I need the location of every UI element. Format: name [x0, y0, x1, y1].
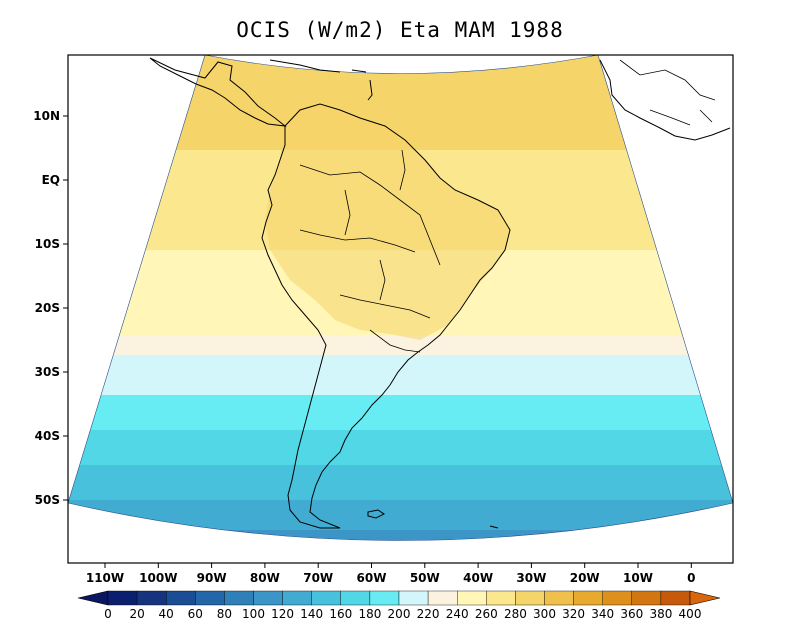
colorbar-label: 280 [504, 607, 527, 618]
colorbar-label: 100 [242, 607, 265, 618]
colorbar-label: 400 [679, 607, 702, 618]
domain-boundary [67, 54, 734, 541]
colorbar-swatch [282, 590, 312, 606]
colorbar-under-arrow [77, 590, 109, 606]
colorbar-label: 20 [129, 607, 144, 618]
colorbar-label: 0 [104, 607, 112, 618]
lon-tick-label: 10W [623, 571, 653, 585]
colorbar-label: 320 [562, 607, 585, 618]
lon-tick-label: 0 [687, 571, 695, 585]
colorbar: 0 20 40 60 80 100 120 140 160 180 200 220 240 260 280 3… [77, 590, 721, 618]
colorbar-swatch [369, 590, 400, 606]
lat-tick-label: 20S [35, 301, 60, 315]
colorbar-swatch [660, 590, 691, 606]
colorbar-swatch [165, 590, 196, 606]
data-band [68, 500, 733, 530]
colorbar-swatch [602, 590, 633, 606]
lon-tick-label: 20W [570, 571, 600, 585]
colorbar-swatch [544, 590, 574, 606]
lat-tick-label: 40S [35, 429, 60, 443]
lon-tick-label: 80W [250, 571, 280, 585]
colorbar-over-arrow [689, 590, 721, 606]
colorbar-label: 380 [649, 607, 672, 618]
colorbar-swatch [457, 590, 487, 606]
colorbar-swatch [573, 590, 603, 606]
colorbar-label: 160 [329, 607, 352, 618]
colorbar-label: 40 [159, 607, 174, 618]
south-america-coast [261, 103, 511, 529]
colorbar-label: 300 [533, 607, 556, 618]
country-borders [299, 149, 441, 353]
colorbar-swatch [253, 590, 283, 606]
data-band [68, 355, 733, 395]
colorbar-label: 360 [620, 607, 643, 618]
plot-frame [67, 54, 734, 564]
colorbar-label: 340 [591, 607, 614, 618]
data-band [68, 530, 733, 541]
colorbar-swatch [224, 590, 254, 606]
colorbar-label: 220 [417, 607, 440, 618]
africa-borders [619, 59, 716, 126]
data-band [68, 335, 733, 355]
data-band [68, 430, 733, 465]
colorbar-swatch [398, 590, 429, 606]
colorbar-label: 240 [446, 607, 469, 618]
lon-tick-label: 40W [463, 571, 493, 585]
lon-tick-label: 50W [410, 571, 440, 585]
africa-coast [599, 59, 731, 141]
south-georgia [489, 525, 499, 529]
colorbar-swatch [515, 590, 545, 606]
colorbar-label: 140 [300, 607, 323, 618]
lat-tick-label: 10S [35, 237, 60, 251]
longitude-axis: 110W 100W 90W 80W 70W 60W 50W 40W 30W 20W 10W 0 [86, 563, 695, 585]
colorbar-label: 80 [217, 607, 232, 618]
falkland-islands [367, 509, 385, 519]
colorbar-swatch [631, 590, 662, 606]
colorbar-label: 60 [188, 607, 203, 618]
data-band [68, 465, 733, 500]
colorbar-swatch [427, 590, 458, 606]
map-title: OCIS (W/m2) Eta MAM 1988 [236, 18, 564, 42]
colorbar-label: 200 [388, 607, 411, 618]
colorbar-swatch [195, 590, 225, 606]
lat-tick-label: 50S [35, 493, 60, 507]
lat-tick-label: EQ [42, 173, 60, 187]
lon-tick-label: 30W [516, 571, 546, 585]
data-field [68, 55, 733, 541]
lon-tick-label: 70W [303, 571, 333, 585]
colorbar-swatch [340, 590, 371, 606]
lon-tick-label: 100W [139, 571, 177, 585]
land-field [265, 104, 510, 340]
data-band [68, 55, 733, 95]
caribbean-islands [269, 59, 373, 101]
lon-tick-label: 60W [357, 571, 387, 585]
colorbar-swatch [136, 590, 167, 606]
lat-tick-label: 10N [33, 109, 60, 123]
data-band [68, 395, 733, 430]
lat-tick-label: 30S [35, 365, 60, 379]
colorbar-swatch [107, 590, 138, 606]
coastlines [149, 57, 731, 529]
lon-tick-label: 110W [86, 571, 124, 585]
colorbar-label: 180 [358, 607, 381, 618]
colorbar-swatch [311, 590, 342, 606]
colorbar-label: 120 [271, 607, 294, 618]
colorbar-swatch [486, 590, 516, 606]
colorbar-label: 260 [475, 607, 498, 618]
lon-tick-label: 90W [197, 571, 227, 585]
latitude-axis: 10N EQ 10S 20S 30S 40S 50S [33, 109, 68, 507]
